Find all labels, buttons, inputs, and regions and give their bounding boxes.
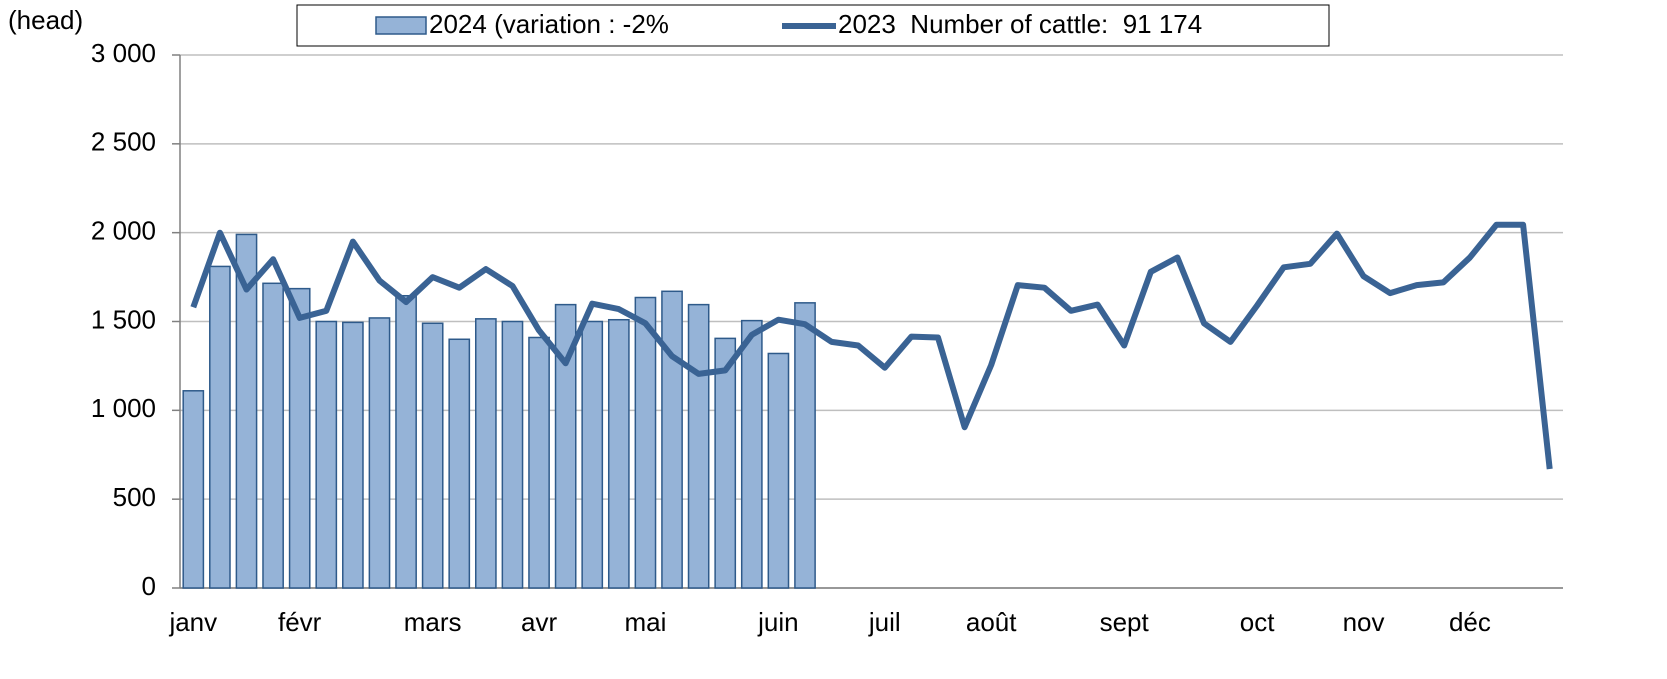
x-tick-label: nov <box>1343 607 1385 637</box>
bar <box>474 318 497 589</box>
bar <box>501 320 524 589</box>
x-tick-label: mars <box>404 607 462 637</box>
legend-swatch <box>375 16 427 35</box>
bar <box>368 317 391 589</box>
x-tick-label: sept <box>1100 607 1150 637</box>
bar <box>714 337 737 589</box>
bar <box>528 336 550 589</box>
x-tick-label: juil <box>868 607 901 637</box>
x-tick-label: déc <box>1449 607 1491 637</box>
bar <box>581 320 604 589</box>
legend-label: 2024 (variation : -2% <box>429 9 669 39</box>
x-tick-label: févr <box>278 607 322 637</box>
bar <box>395 294 417 589</box>
x-tick-label: août <box>966 607 1017 637</box>
bar <box>315 320 338 589</box>
x-tick-label: oct <box>1240 607 1275 637</box>
bar <box>740 319 763 589</box>
y-tick-label: 1 000 <box>91 393 156 423</box>
bar <box>448 338 471 589</box>
y-axis-label: (head) <box>8 5 83 35</box>
bar <box>634 296 657 589</box>
bar <box>209 265 231 589</box>
line <box>190 221 1553 470</box>
x-tick-label: mai <box>624 607 666 637</box>
bar <box>767 352 790 589</box>
y-tick-label: 3 000 <box>91 38 156 68</box>
x-tick-label: avr <box>521 607 557 637</box>
bar <box>421 322 444 589</box>
bar <box>288 287 311 589</box>
y-tick-label: 1 500 <box>91 304 156 334</box>
legend-label: 2023 Number of cattle: 91 174 <box>838 9 1202 39</box>
bar <box>235 233 258 589</box>
y-tick-label: 2 500 <box>91 127 156 157</box>
bar <box>262 282 284 589</box>
bar <box>687 303 710 589</box>
x-tick-label: juin <box>757 607 798 637</box>
x-tick-label: janv <box>168 607 217 637</box>
bar <box>607 318 630 589</box>
bar <box>554 303 577 589</box>
y-tick-label: 0 <box>142 571 156 601</box>
bar <box>794 302 816 589</box>
bar <box>342 321 364 589</box>
y-tick-label: 500 <box>113 482 156 512</box>
bar <box>182 390 205 589</box>
bar <box>661 290 683 589</box>
y-tick-label: 2 000 <box>91 216 156 246</box>
